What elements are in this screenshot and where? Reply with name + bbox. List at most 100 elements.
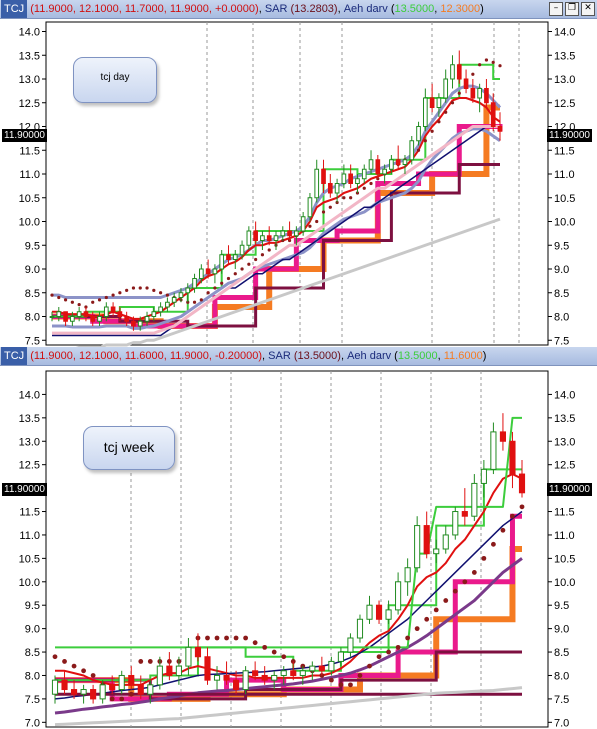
candle-body — [327, 183, 333, 194]
y-tick-label: 8.0 — [25, 312, 40, 324]
candle-body — [109, 684, 116, 691]
candle-body — [416, 126, 421, 142]
candle-body — [450, 64, 455, 80]
sar-dot — [224, 635, 229, 641]
y-tick-label: 10.5 — [19, 553, 40, 565]
sar-dot — [424, 616, 430, 622]
candle-body — [307, 197, 313, 218]
sar-dot — [138, 286, 142, 290]
symbol-label[interactable]: TCJ — [1, 0, 28, 18]
sar-dot — [443, 598, 449, 603]
sar-dot — [498, 64, 502, 68]
daily-price-chart[interactable]: 7.5 7.5 8.0 8.0 8.5 8.5 9.0 9.0 9.5 9.5 10.0 10.0 10… — [0, 18, 597, 347]
candle-body — [328, 660, 335, 672]
candle-body — [382, 168, 387, 175]
price-tag-right: 11.90000 — [547, 129, 592, 142]
candle-body — [404, 567, 411, 583]
candle-body — [137, 320, 143, 327]
y-tick-label: 11.5 — [554, 145, 575, 157]
candle-body — [261, 674, 268, 681]
sar-dot — [109, 696, 115, 702]
candle-body — [253, 230, 258, 241]
annotation-callout[interactable]: tcj week — [83, 426, 175, 470]
minimize-icon[interactable]: – — [549, 2, 563, 16]
candle-body — [290, 670, 297, 676]
aeh-value-2: 12.3000 — [440, 3, 481, 15]
candle-body — [471, 482, 478, 517]
candle-body — [385, 609, 392, 620]
sar-dot — [205, 635, 210, 641]
sar-dot — [500, 527, 506, 533]
sar-dot — [328, 205, 332, 209]
y-tick-label: 7.5 — [554, 335, 569, 347]
sar-dot — [315, 219, 319, 224]
candle-body — [171, 297, 177, 303]
annotation-text: tcj week — [103, 439, 155, 455]
weekly-price-chart[interactable]: 7.0 7.0 7.5 7.5 8.0 8.0 8.5 8.5 9.0 9.0 9.5 9.5 10.0… — [0, 365, 597, 729]
candle-body — [165, 301, 170, 308]
sar-dot — [81, 668, 86, 674]
y-tick-label: 7.0 — [554, 717, 569, 729]
price-tag-left: 11.90000 — [2, 483, 47, 496]
symbol-label[interactable]: TCJ — [1, 347, 28, 365]
y-tick-label: 7.5 — [25, 694, 40, 706]
candle-body — [212, 268, 218, 275]
y-tick-label: 10.5 — [554, 193, 575, 205]
y-tick-label: 9.5 — [554, 240, 569, 252]
sar-dot — [243, 635, 249, 641]
sar-dot — [104, 295, 108, 300]
candle-body — [280, 230, 286, 237]
sar-dot — [119, 696, 125, 702]
candle-body — [70, 316, 75, 322]
candle-body — [90, 689, 97, 700]
candle-body — [321, 168, 326, 184]
y-tick-label: 13.0 — [19, 436, 40, 448]
sar-dot — [405, 635, 411, 641]
candle-body — [442, 534, 449, 550]
y-tick-label: 9.0 — [554, 624, 569, 636]
y-tick-label: 13.5 — [19, 50, 40, 62]
sar-dot — [260, 253, 265, 257]
candle-body — [452, 511, 459, 536]
candle-body — [433, 548, 440, 555]
y-tick-label: 9.0 — [25, 624, 40, 636]
candle-body — [166, 665, 173, 676]
sar-dot — [214, 635, 220, 641]
candle-body — [137, 684, 144, 695]
y-tick-label: 13.5 — [554, 413, 575, 425]
sar-value: (13.5000) — [293, 350, 341, 362]
sar-dot — [462, 579, 468, 585]
sar-dot — [63, 298, 68, 302]
close-icon[interactable]: ✕ — [581, 2, 595, 16]
sar-dot — [491, 541, 496, 547]
sar-dot — [478, 63, 482, 67]
aeh-value-1: 13.5000 — [394, 3, 435, 15]
candle-body — [252, 670, 259, 676]
candle-body — [309, 665, 316, 672]
sar-dot — [138, 659, 144, 664]
candle-body — [402, 159, 408, 165]
sar-dot — [226, 276, 231, 281]
aeh-label: Aeh darv — [347, 350, 392, 362]
annotation-text: tcj day — [100, 72, 130, 83]
restore-icon[interactable]: ❐ — [565, 2, 579, 16]
sar-dot — [152, 288, 156, 292]
ohlc-values: (11.9000, 12.1000, 11.6000, 11.9000, -0.… — [30, 350, 263, 362]
candle-body — [192, 278, 197, 289]
candle-body — [484, 88, 489, 104]
annotation-callout[interactable]: tcj day — [73, 57, 157, 103]
candle-body — [185, 646, 192, 667]
sar-dot — [308, 224, 312, 228]
candle-body — [490, 431, 497, 470]
candle-body — [395, 159, 401, 165]
candle-body — [356, 618, 364, 639]
y-tick-label: 8.0 — [25, 670, 40, 682]
candle-body — [497, 126, 503, 132]
candle-body — [156, 665, 163, 686]
y-tick-label: 9.5 — [554, 600, 569, 612]
candle-body — [509, 440, 516, 475]
price-tag-left: 11.90000 — [2, 129, 47, 142]
candle-body — [83, 311, 89, 317]
daily-chart-pane: TCJ (11.9000, 12.1000, 11.7000, 11.9000,… — [0, 0, 597, 347]
sar-dot — [111, 293, 115, 297]
